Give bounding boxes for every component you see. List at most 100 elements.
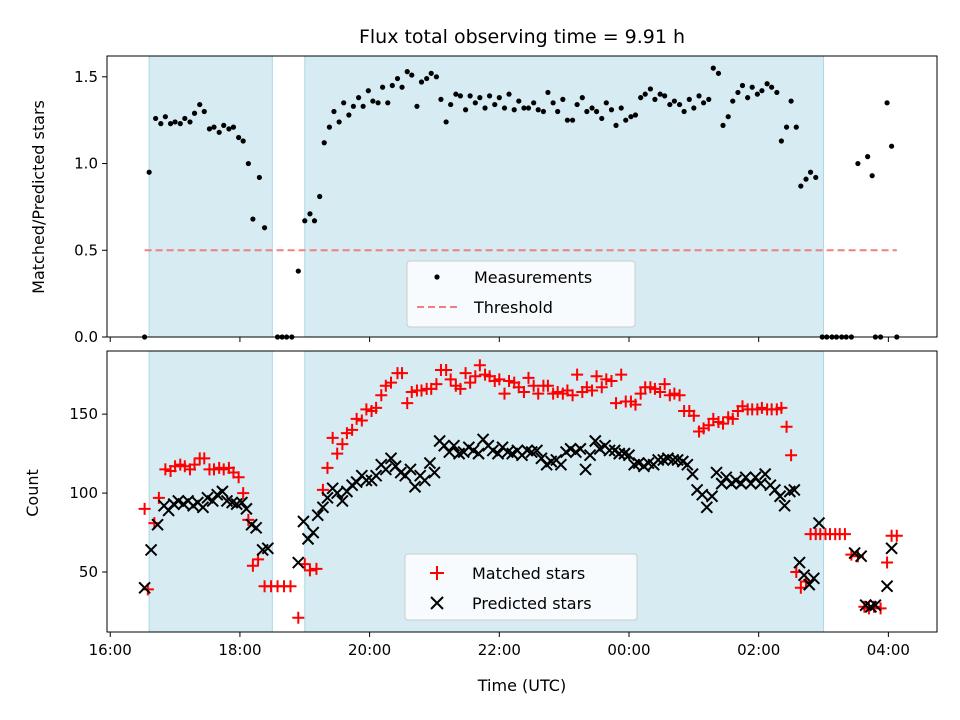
measurement-point xyxy=(657,91,663,97)
measurement-point xyxy=(216,129,222,135)
measurement-point xyxy=(889,143,895,149)
measurement-point xyxy=(467,93,473,99)
measurement-point xyxy=(414,103,420,109)
matched-star-point xyxy=(284,580,297,593)
matched-star-point xyxy=(615,368,628,381)
matched-star-point xyxy=(687,409,700,422)
measurement-point xyxy=(462,107,469,113)
measurement-point xyxy=(531,100,537,106)
legend-label-matched: Matched stars xyxy=(472,564,585,583)
measurement-point xyxy=(341,100,347,106)
ratio-y-ticks: 0.0 0.5 1.0 1.5 xyxy=(74,68,107,346)
legend-label-measurements: Measurements xyxy=(474,268,592,287)
matched-star-point xyxy=(310,562,323,575)
ratio-panel: 0.0 0.5 1.0 1.5 Matched/Predicted stars Mea… xyxy=(29,55,938,346)
predicted-star-point xyxy=(589,434,602,448)
measurement-point xyxy=(720,122,726,128)
predicted-star-point xyxy=(681,458,694,471)
observing-window-1 xyxy=(148,55,273,338)
measurement-point xyxy=(506,91,512,97)
predicted-star-point xyxy=(754,477,767,490)
measurement-point xyxy=(564,117,570,123)
measurement-point xyxy=(691,105,697,111)
count-plot-frame xyxy=(106,350,938,633)
predicted-star-point xyxy=(261,542,275,555)
predicted-star-point xyxy=(235,496,249,509)
observing-window-1 xyxy=(148,350,273,633)
measurement-point xyxy=(560,96,566,102)
measurement-point xyxy=(307,211,313,217)
measurement-point xyxy=(555,108,561,115)
measurement-point xyxy=(793,124,799,130)
measurement-point xyxy=(778,138,784,144)
measurement-point xyxy=(201,108,207,115)
measurement-point xyxy=(865,154,871,160)
measurement-point xyxy=(197,101,203,108)
predicted-star-point xyxy=(758,467,772,481)
measurement-point xyxy=(375,100,381,106)
matched-star-point xyxy=(444,373,457,386)
predicted-star-point xyxy=(848,546,861,560)
measurement-point xyxy=(613,122,619,128)
matched-star-point xyxy=(440,363,453,376)
matched-star-point xyxy=(629,398,642,411)
predicted-star-point xyxy=(793,556,806,569)
measurement-point xyxy=(404,69,410,75)
predicted-star-point xyxy=(666,453,680,467)
predicted-star-point xyxy=(311,508,324,522)
predicted-star-point xyxy=(428,466,441,479)
measurement-point xyxy=(355,95,362,101)
measurement-point xyxy=(521,105,527,111)
matched-star-point xyxy=(346,423,359,436)
measurement-point xyxy=(321,140,327,146)
x-axis-label: Time (UTC) xyxy=(477,676,566,695)
predicted-star-point xyxy=(491,447,505,460)
measurement-point xyxy=(525,105,532,111)
predicted-star-point xyxy=(807,572,821,585)
x-tick-label: 22:00 xyxy=(478,641,521,659)
y-tick-label: 50 xyxy=(79,563,98,581)
ratio-x-ticks xyxy=(109,337,889,342)
measurement-point xyxy=(769,84,775,90)
y-tick-label: 0.5 xyxy=(74,241,98,259)
predicted-star-point xyxy=(330,486,344,500)
measurement-point xyxy=(764,81,770,87)
measurement-point xyxy=(226,126,232,132)
measurement-point xyxy=(394,75,401,82)
matched-star-point xyxy=(331,447,344,460)
measurement-point xyxy=(676,101,683,108)
matched-star-point xyxy=(303,564,316,577)
predicted-star-point xyxy=(336,494,349,508)
measurement-point xyxy=(448,101,454,108)
predicted-star-point xyxy=(379,463,393,476)
matched-star-point xyxy=(541,379,554,392)
matched-star-point xyxy=(326,431,339,444)
predicted-star-point xyxy=(472,447,485,460)
matched-star-point xyxy=(385,376,398,389)
legend-marker-predicted xyxy=(430,596,444,610)
measurement-point xyxy=(501,105,508,111)
matched-star-point xyxy=(532,387,545,400)
predicted-star-point xyxy=(360,474,373,487)
predicted-star-point xyxy=(705,490,719,503)
predicted-star-point xyxy=(292,556,305,569)
predicted-star-point xyxy=(812,516,826,530)
predicted-star-point xyxy=(778,499,791,512)
measurement-point xyxy=(360,103,366,109)
measurement-point xyxy=(589,105,595,111)
matched-star-point xyxy=(780,420,793,433)
count-legend-box xyxy=(404,553,638,621)
matched-star-point xyxy=(586,384,599,397)
measurement-point xyxy=(667,101,673,108)
measurement-point xyxy=(492,101,498,108)
matched-star-point xyxy=(551,386,564,399)
measurement-point xyxy=(706,96,712,102)
matched-star-point xyxy=(454,382,467,395)
measurement-point xyxy=(211,124,217,130)
legend-marker-matched xyxy=(430,566,444,580)
matched-star-point xyxy=(469,370,482,383)
y-tick-label: 0.0 xyxy=(74,328,98,346)
ratio-plot-frame xyxy=(106,55,938,338)
measurement-point xyxy=(628,114,634,120)
